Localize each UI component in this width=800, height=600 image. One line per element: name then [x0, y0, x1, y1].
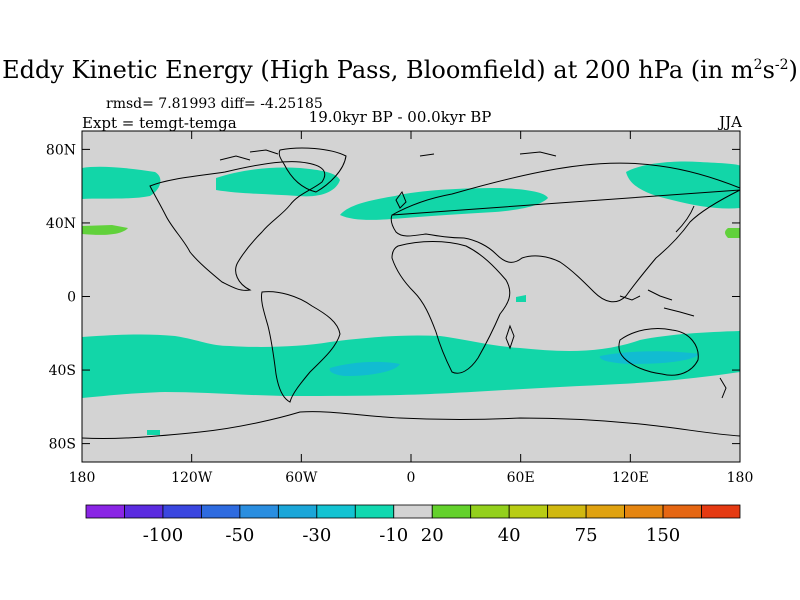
- colorbar-label: -50: [225, 525, 254, 546]
- anomaly-region-southern-band: [82, 331, 740, 398]
- colorbar-label: -100: [143, 525, 183, 546]
- title-text-2: s: [762, 56, 775, 84]
- coastline-antarctica: [81, 411, 741, 440]
- colorbar-swatch: [701, 504, 741, 519]
- lon-tick-label: 0: [407, 470, 416, 486]
- coastline-south-america: [261, 291, 341, 403]
- colorbar-swatch: [162, 504, 202, 519]
- coastline-new-zealand: [719, 377, 727, 399]
- anomaly-region-s-australia-stronger: [599, 351, 700, 364]
- colorbar-label: 75: [575, 525, 598, 546]
- colorbar-swatch: [277, 504, 318, 519]
- plot-title: Eddy Kinetic Energy (High Pass, Bloomfie…: [0, 56, 800, 84]
- colorbar-swatch: [124, 504, 164, 519]
- colorbar-swatch: [393, 504, 433, 519]
- anomaly-region-positive-w: [82, 225, 128, 235]
- anomaly-fields: [82, 161, 740, 435]
- colorbar-label: -30: [302, 525, 331, 546]
- colorbar-swatch: [662, 504, 702, 519]
- lat-tick-label: 40N: [46, 216, 76, 232]
- coastline-africa: [391, 241, 511, 374]
- colorbar-swatch: [316, 504, 356, 519]
- period-label: 19.0kyr BP - 00.0kyr BP: [308, 108, 492, 126]
- anomaly-region-antarctic-dot: [147, 430, 160, 435]
- coastlines: [81, 147, 741, 440]
- colorbar: -100 -50 -30 -10 20 40 75 150: [85, 504, 741, 546]
- longitude-axis: 180 120W 60W 0 60E 120E 180: [69, 131, 754, 486]
- colorbar-label: 150: [646, 525, 680, 546]
- anomaly-region-nw-pacific: [82, 166, 161, 199]
- anomaly-region-positive-e: [725, 228, 740, 238]
- anomaly-region-ne-asia: [626, 161, 740, 209]
- colorbar-label: 40: [498, 525, 521, 546]
- coastline-arctic-islands: [219, 149, 557, 161]
- lat-tick-label: 40S: [49, 363, 76, 379]
- lon-tick-label: 180: [69, 470, 96, 486]
- lat-tick-label: 0: [67, 290, 76, 306]
- colorbar-swatch: [585, 504, 625, 519]
- coastline-british-isles: [395, 190, 407, 209]
- map-background: [82, 131, 740, 462]
- title-sup-2: -2: [774, 57, 789, 73]
- coastline-eurasia: [390, 162, 741, 303]
- lat-tick-label: 80N: [46, 142, 76, 158]
- colorbar-label: -10: [379, 525, 408, 546]
- experiment-label: Expt = temgt-temga: [82, 114, 237, 132]
- lon-tick-label: 120E: [612, 470, 649, 486]
- colorbar-swatch: [508, 504, 549, 519]
- colorbar-swatch: [201, 504, 241, 519]
- colorbar-swatch: [470, 504, 510, 519]
- lon-tick-label: 180: [727, 470, 754, 486]
- coastline-australia: [618, 327, 699, 376]
- lon-tick-label: 60E: [507, 470, 535, 486]
- colorbar-swatch: [624, 504, 664, 519]
- colorbar-swatch: [431, 504, 472, 519]
- colorbar-swatch: [239, 504, 279, 519]
- coastline-greenland: [278, 147, 347, 193]
- colorbar-swatch: [547, 504, 587, 519]
- lon-tick-label: 120W: [171, 470, 213, 486]
- latitude-axis: 80N 40N 0 40S 80S: [46, 142, 740, 453]
- stats-label: rmsd= 7.81993 diff= -4.25185: [106, 96, 323, 112]
- colorbar-swatch: [354, 504, 395, 519]
- title-sup-1: 2: [753, 57, 763, 73]
- title-text-3: ): [788, 56, 798, 84]
- title-text: Eddy Kinetic Energy (High Pass, Bloomfie…: [2, 56, 754, 84]
- season-label: JJA: [719, 113, 742, 131]
- lon-tick-label: 60W: [285, 470, 318, 486]
- colorbar-label: 20: [421, 525, 444, 546]
- coastline-southeast-asia-islands: [619, 289, 695, 317]
- coastline-japan: [675, 205, 695, 233]
- anomaly-region-s-atlantic-stronger: [329, 361, 400, 376]
- anomaly-region-indian-ocean-dot: [516, 295, 526, 302]
- coastline-madagascar: [505, 324, 515, 350]
- anomaly-region-n-atlantic-europe: [340, 188, 548, 220]
- lat-tick-label: 80S: [49, 437, 76, 453]
- colorbar-swatch: [85, 504, 125, 519]
